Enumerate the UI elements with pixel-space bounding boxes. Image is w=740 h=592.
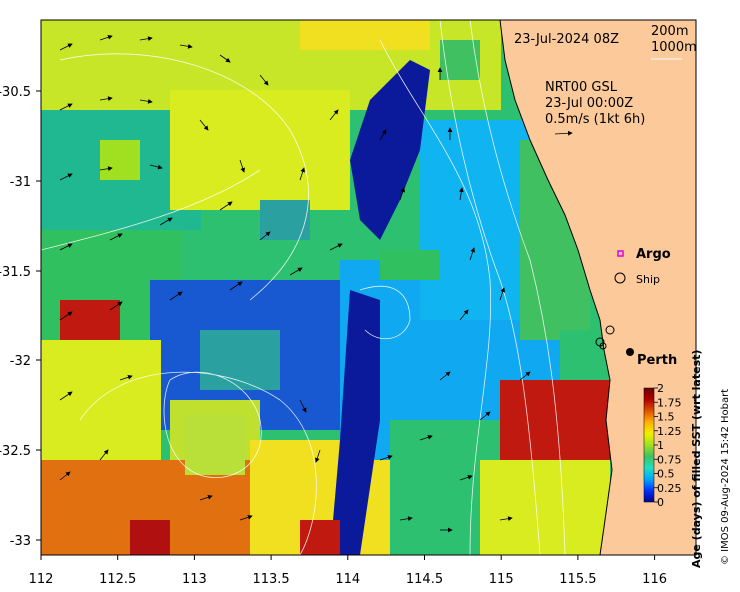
y-tick-label: -31 bbox=[10, 175, 31, 190]
argo-legend-label: Argo bbox=[636, 247, 671, 262]
perth-marker bbox=[626, 348, 634, 356]
vector-scale-label: 0.5m/s (1kt 6h) bbox=[545, 112, 645, 127]
colorbar-tick-label: 2 bbox=[657, 382, 664, 395]
colorbar-tick-label: 1 bbox=[657, 439, 664, 452]
x-tick-label: 112 bbox=[29, 572, 54, 587]
y-axis-ticks: -30.5 -31 -31.5 -32 -32.5 -33 bbox=[0, 85, 41, 549]
y-tick-label: -33 bbox=[10, 534, 31, 549]
current-time-label: 23-Jul 00:00Z bbox=[545, 96, 633, 111]
x-tick-label: 115.5 bbox=[559, 572, 596, 587]
coastline bbox=[499, 20, 613, 555]
x-tick-label: 113.5 bbox=[252, 572, 289, 587]
isobath-legend-200: 200m bbox=[651, 24, 688, 39]
colorbar-title: Age (days) of filled SST (wrt latest) bbox=[690, 350, 703, 568]
colorbar-tick-label: 0.25 bbox=[657, 482, 682, 495]
map-area bbox=[41, 20, 696, 555]
ship-track-markers bbox=[595, 325, 615, 350]
y-tick-label: -32 bbox=[10, 354, 31, 369]
colorbar-tick-label: 1.25 bbox=[657, 425, 682, 438]
map-frame bbox=[40, 19, 697, 556]
ship-legend-label: Ship bbox=[636, 273, 660, 286]
x-tick-label: 116 bbox=[642, 572, 667, 587]
x-tick-label: 115 bbox=[489, 572, 514, 587]
colorbar-tick-label: 1.5 bbox=[657, 411, 675, 424]
perth-label: Perth bbox=[637, 353, 677, 368]
current-vectors bbox=[59, 34, 531, 533]
current-source-label: NRT00 GSL bbox=[545, 80, 618, 95]
colorbar-tick-label: 0.5 bbox=[657, 468, 675, 481]
colorbar-tick-label: 0.75 bbox=[657, 453, 682, 466]
colorbar-scale bbox=[643, 387, 655, 503]
x-tick-label: 112.5 bbox=[99, 572, 136, 587]
x-tick-label: 114.5 bbox=[406, 572, 443, 587]
argo-legend-icon bbox=[617, 250, 624, 257]
y-tick-label: -31.5 bbox=[0, 265, 31, 280]
colorbar-tick-label: 1.75 bbox=[657, 396, 682, 409]
x-tick-label: 114 bbox=[335, 572, 360, 587]
vector-scale-arrow bbox=[554, 130, 573, 136]
colorbar-tick-label: 0 bbox=[657, 496, 664, 509]
y-tick-label: -30.5 bbox=[0, 85, 31, 100]
x-tick-label: 113 bbox=[182, 572, 207, 587]
credit-label: © IMOS 09-Aug-2024 15:42 Hobart bbox=[720, 389, 731, 565]
sst-age-field bbox=[41, 20, 610, 555]
y-tick-label: -32.5 bbox=[0, 444, 31, 459]
ship-legend-icon bbox=[614, 272, 626, 284]
date-label: 23-Jul-2024 08Z bbox=[514, 32, 619, 47]
isobath-legend-1000: 1000m bbox=[651, 40, 697, 55]
isobath-contours bbox=[41, 20, 566, 555]
x-axis-ticks: 112 112.5 113 113.5 114 114.5 115 115.5 116 bbox=[29, 555, 667, 587]
